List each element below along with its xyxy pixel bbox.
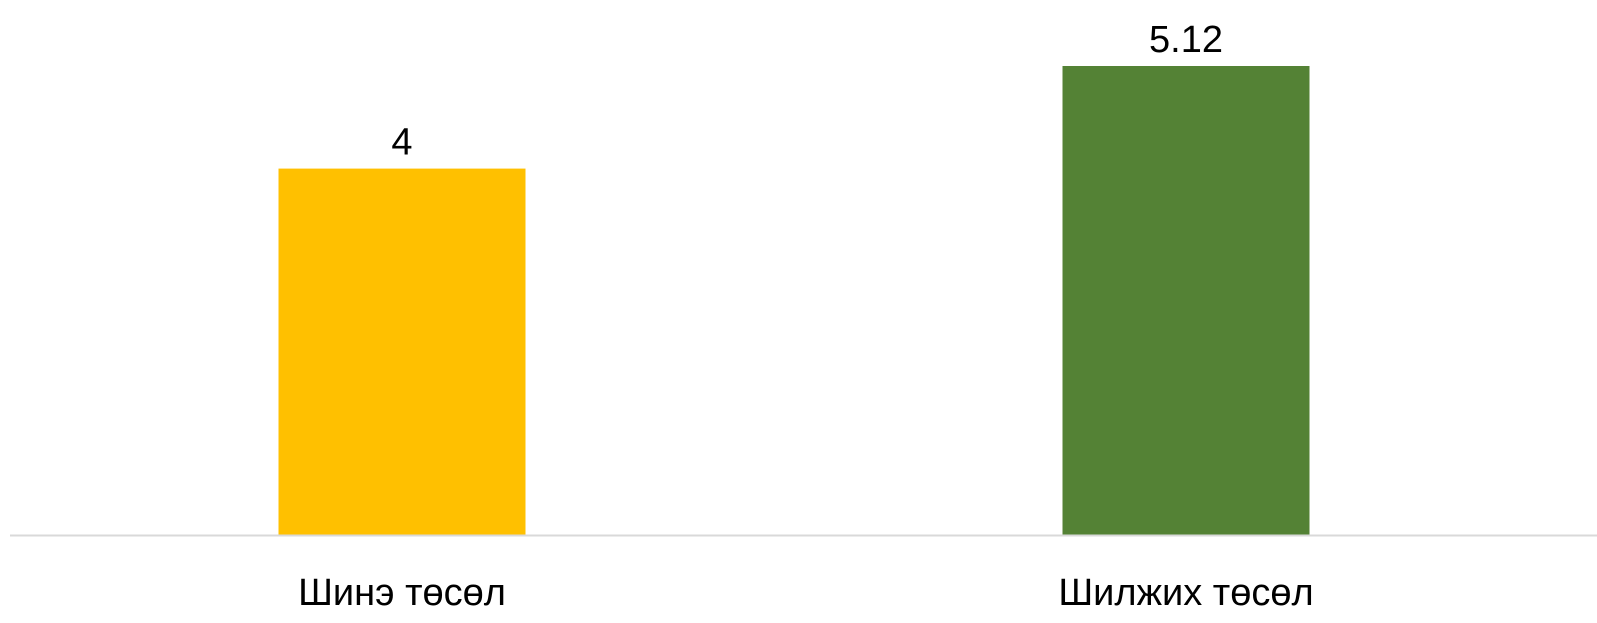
bar-1 — [278, 168, 526, 535]
category-label-2: Шилжих төсөл — [1058, 572, 1313, 614]
bar-2 — [1062, 66, 1310, 535]
category-label-1: Шинэ төсөл — [298, 572, 506, 614]
data-label-1: 4 — [391, 122, 412, 164]
data-label-2: 5.12 — [1149, 19, 1223, 61]
